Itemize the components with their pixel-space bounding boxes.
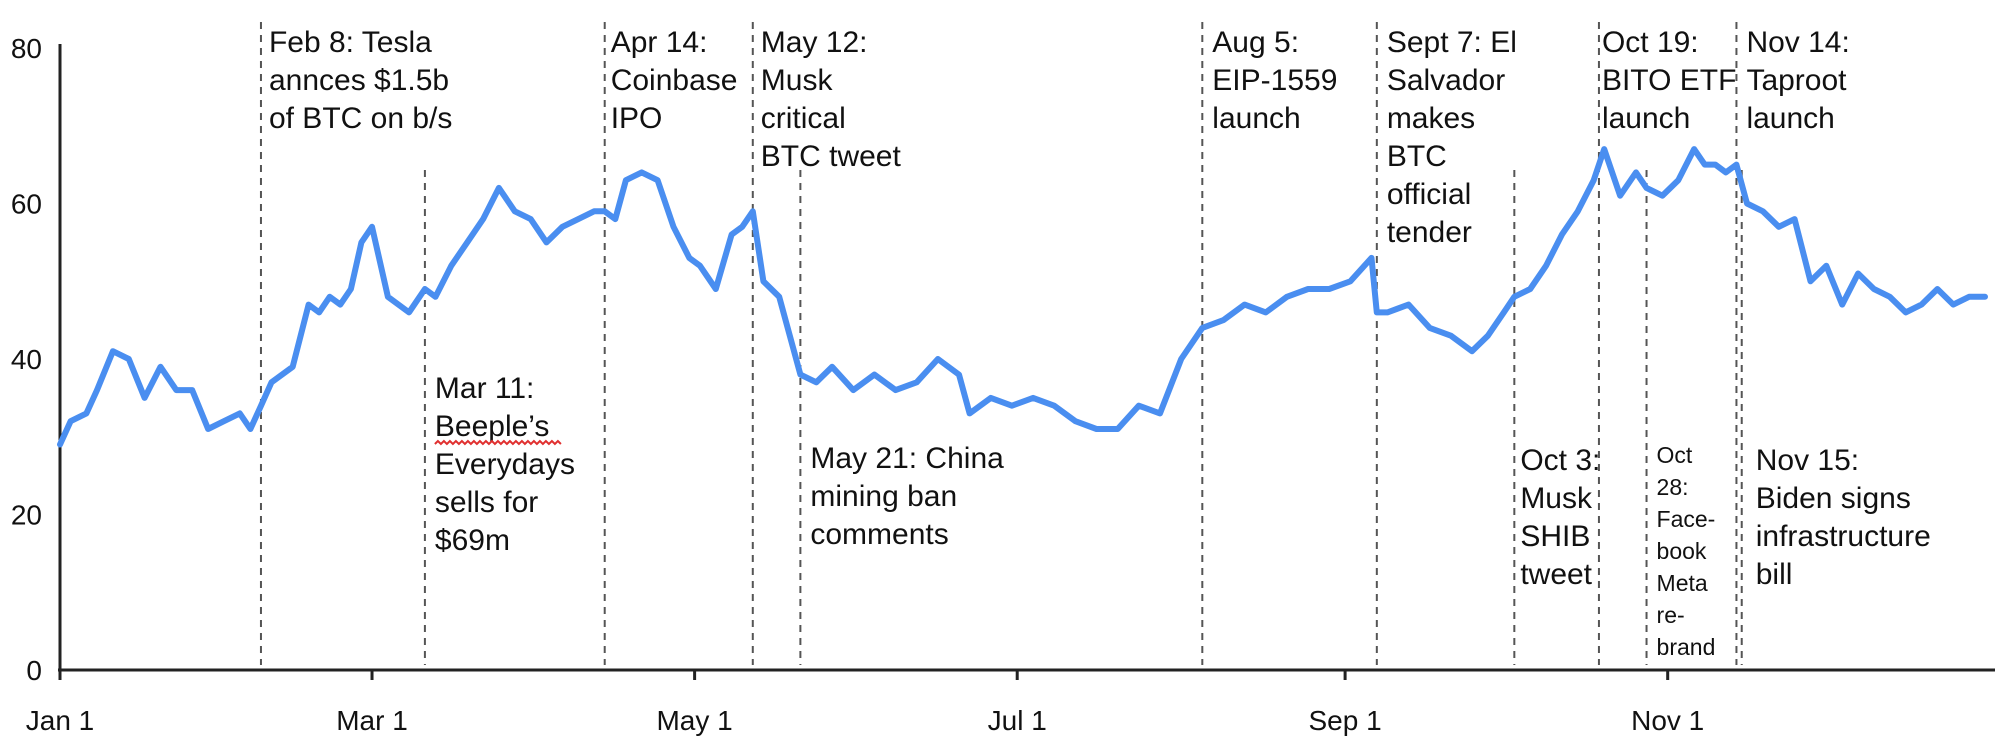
event-annotation-text: Oct 28: Face-book Meta re-brand — [1657, 442, 1716, 660]
annotation-line: SHIB — [1520, 520, 1590, 553]
annotation-line: book — [1657, 538, 1707, 564]
event-annotation: Oct 28: Face-book Meta re-brand — [1657, 442, 1716, 660]
y-axis: 0 20 40 60 80 — [11, 33, 62, 686]
annotation-line: Salvador — [1387, 64, 1505, 97]
event-annotation-text: Mar 11: Beeple’s Everydays sells for $69m — [435, 372, 575, 557]
event-markers — [259, 22, 1743, 665]
event-annotation-text: Oct 3: Musk SHIB tweet — [1520, 444, 1600, 591]
x-tick-label: Sep 1 — [1309, 705, 1382, 736]
event-annotation: May 21: China mining ban comments — [810, 442, 1004, 551]
annotation-line: Oct — [1657, 442, 1693, 468]
annotation-line: Musk — [1520, 482, 1593, 515]
event-annotation: Nov 14: Taproot launch — [1746, 26, 1849, 135]
annotation-line: May 12: — [761, 26, 868, 59]
y-tick-label: 80 — [11, 33, 42, 64]
y-tick-label: 0 — [26, 655, 42, 686]
annotation-line: Everydays — [435, 448, 575, 481]
annotation-line: critical — [761, 102, 846, 135]
annotation-line: Nov 15: — [1756, 444, 1859, 477]
annotation-line: annces $1.5b — [269, 64, 449, 97]
event-annotation: May 12: Musk critical BTC tweet — [761, 26, 902, 173]
event-annotation: Oct 3: Musk SHIB tweet — [1520, 444, 1600, 591]
event-annotation-text: Sept 7: El Salvador makes BTC official tender — [1387, 26, 1517, 249]
annotation-line: May 21: China — [810, 442, 1004, 475]
x-tick-label: Jul 1 — [988, 705, 1047, 736]
spellcheck-underline — [434, 439, 562, 446]
series-line — [57, 146, 1988, 448]
event-annotation: Nov 15: Biden signs infrastructure bill — [1756, 444, 1931, 591]
event-annotation-text: Aug 5: EIP-1559 launch — [1212, 26, 1337, 135]
annotation-line: BTC tweet — [761, 140, 902, 173]
annotation-line: Biden signs — [1756, 482, 1911, 515]
annotation-line: Nov 14: — [1746, 26, 1849, 59]
annotation-line: Oct 3: — [1520, 444, 1600, 477]
x-tick-label: May 1 — [656, 705, 732, 736]
x-axis: Jan 1 Mar 1 May 1 Jul 1 Sep 1 Nov 1 — [26, 668, 1995, 736]
annotation-line: Beeple’s — [435, 410, 550, 443]
annotation-line: sells for — [435, 486, 538, 519]
event-annotation-text: May 12: Musk critical BTC tweet — [761, 26, 902, 173]
annotation-line: launch — [1602, 102, 1690, 135]
annotation-line: comments — [810, 518, 948, 551]
annotation-line: BITO ETF — [1602, 64, 1736, 97]
y-tick-label: 60 — [11, 189, 42, 220]
event-annotation-text: Apr 14: Coinbase IPO — [611, 26, 738, 135]
event-annotations: Feb 8: Tesla annces $1.5b of BTC on b/s Mar… — [269, 26, 1931, 660]
y-tick-label: 20 — [11, 500, 42, 531]
event-annotation: Apr 14: Coinbase IPO — [611, 26, 738, 135]
annotation-line: BTC — [1387, 140, 1447, 173]
annotation-line: IPO — [611, 102, 663, 135]
event-annotation-text: Nov 14: Taproot launch — [1746, 26, 1849, 135]
annotation-line: Taproot — [1746, 64, 1847, 97]
annotation-line: launch — [1212, 102, 1300, 135]
x-tick-label: Mar 1 — [336, 705, 408, 736]
x-tick-label: Nov 1 — [1631, 705, 1704, 736]
event-annotation: Mar 11: Beeple’s Everydays sells for $69m — [435, 372, 575, 557]
annotation-line: bill — [1756, 558, 1793, 591]
annotation-line: Mar 11: — [435, 372, 534, 405]
annotation-line: re- — [1657, 602, 1685, 628]
annotation-line: Face- — [1657, 506, 1716, 532]
annotation-line: $69m — [435, 524, 510, 557]
event-annotation-text: May 21: China mining ban comments — [810, 442, 1004, 551]
event-annotation: Aug 5: EIP-1559 launch — [1212, 26, 1337, 135]
annotation-line: Sept 7: El — [1387, 26, 1517, 59]
annotation-line: of BTC on b/s — [269, 102, 452, 135]
annotation-line: tender — [1387, 216, 1472, 249]
event-annotation-text: Feb 8: Tesla annces $1.5b of BTC on b/s — [269, 26, 452, 135]
annotation-line: infrastructure — [1756, 520, 1931, 553]
annotation-line: 28: — [1657, 474, 1689, 500]
event-annotation: Feb 8: Tesla annces $1.5b of BTC on b/s — [269, 26, 452, 135]
annotation-line: tweet — [1520, 558, 1592, 591]
annotation-line: Feb 8: Tesla — [269, 26, 432, 59]
annotation-line: official — [1387, 178, 1472, 211]
annotation-line: Meta — [1657, 570, 1708, 596]
event-annotation: Sept 7: El Salvador makes BTC official tender — [1387, 26, 1517, 249]
annotation-line: Aug 5: — [1212, 26, 1299, 59]
annotation-line: EIP-1559 — [1212, 64, 1337, 97]
annotation-line: Musk — [761, 64, 834, 97]
y-tick-label: 40 — [11, 344, 42, 375]
annotation-line: Oct 19: — [1602, 26, 1699, 59]
event-annotation: Oct 19: BITO ETF launch — [1602, 26, 1736, 135]
event-annotation-text: Oct 19: BITO ETF launch — [1602, 26, 1736, 135]
annotation-line: Coinbase — [611, 64, 738, 97]
annotation-line: makes — [1387, 102, 1475, 135]
annotation-line: Apr 14: — [611, 26, 708, 59]
x-tick-label: Jan 1 — [26, 705, 95, 736]
series-layer — [57, 146, 1988, 448]
annotation-line: mining ban — [810, 480, 957, 513]
event-annotation-text: Nov 15: Biden signs infrastructure bill — [1756, 444, 1931, 591]
annotation-line: launch — [1746, 102, 1834, 135]
annotation-line: brand — [1657, 634, 1716, 660]
